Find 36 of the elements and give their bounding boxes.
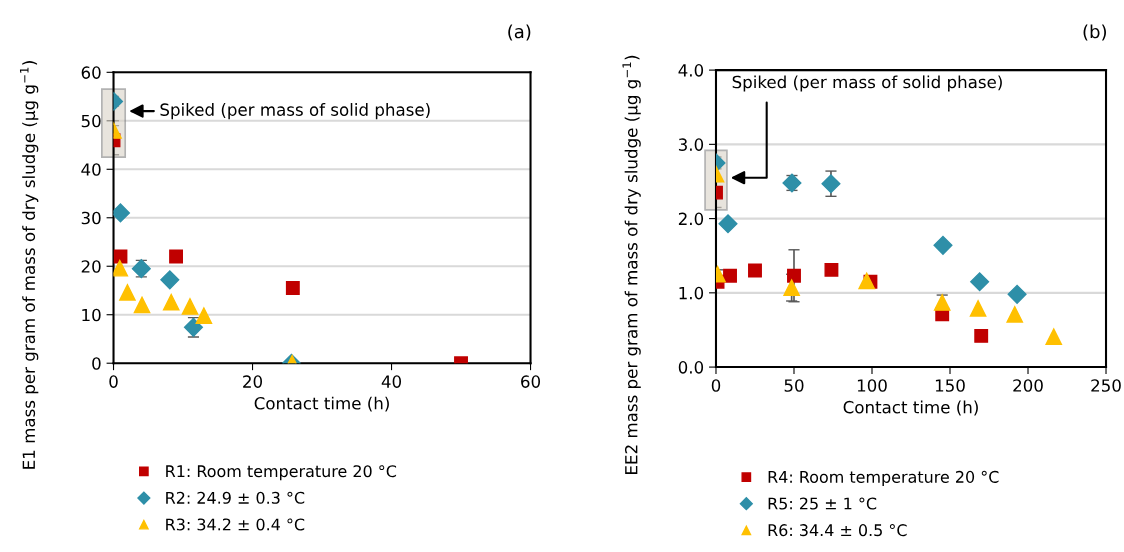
y-tick-label: 50: [81, 114, 101, 128]
x-tick-label: 20: [243, 375, 263, 388]
x-tick-label: 250: [1091, 379, 1121, 392]
y-tick-label: 4.0: [678, 64, 704, 77]
legend-label: R1: Room temperature 20 °C: [166, 465, 397, 481]
annotation: Spiked (per mass of solid phase): [160, 103, 430, 120]
y-tick-label: 3.0: [678, 138, 704, 151]
legend-label: R3: 34.2 ± 0.4 °C: [166, 518, 305, 531]
y-tick-label: 40: [81, 163, 101, 176]
x-tick-label: 0: [109, 375, 118, 388]
y-tick-label: 0.0: [678, 361, 704, 374]
x-tick-label: 40: [381, 375, 402, 388]
x-tick-label: 100: [857, 379, 887, 392]
x-tick-label: 150: [935, 379, 965, 392]
annotation: Spiked (per mass of solid phase): [732, 75, 1002, 92]
x-tick-label: 50: [784, 379, 804, 392]
y-tick-label: 2.0: [678, 212, 704, 226]
x-tick-label: 60: [521, 375, 541, 388]
legend-label: R4: Room temperature 20 °C: [768, 470, 999, 487]
y-tick-label: 1.0: [679, 286, 704, 300]
legend-label: R6: 34.4 ± 0.5 °C: [768, 524, 907, 537]
y-tick-label: 20: [81, 260, 101, 273]
x-axis-title: Contact time (h): [254, 396, 389, 412]
legend-label: R2: 24.9 ± 0.3 °C: [166, 491, 305, 504]
legend-label: R5: 25 ± 1 °C: [768, 497, 877, 510]
x-axis-title: Contact time (h): [843, 400, 978, 416]
x-tick-label: 0: [711, 379, 721, 392]
y-tick-label: 30: [81, 211, 101, 225]
y-tick-label: 10: [82, 308, 101, 322]
y-axis-title: E1 mass per gram of mass of dry sludge (µg g$^{−1}$): [19, 61, 39, 469]
chart-title: (a): [508, 24, 531, 41]
y-tick-label: 60: [81, 66, 101, 79]
y-tick-label: 0: [92, 357, 101, 370]
y-axis-title: EE2 mass per gram of mass of dry sludge (µg g$^{−1}$): [622, 55, 641, 474]
x-tick-label: 200: [1013, 379, 1043, 392]
chart-title: (b): [1083, 24, 1106, 41]
